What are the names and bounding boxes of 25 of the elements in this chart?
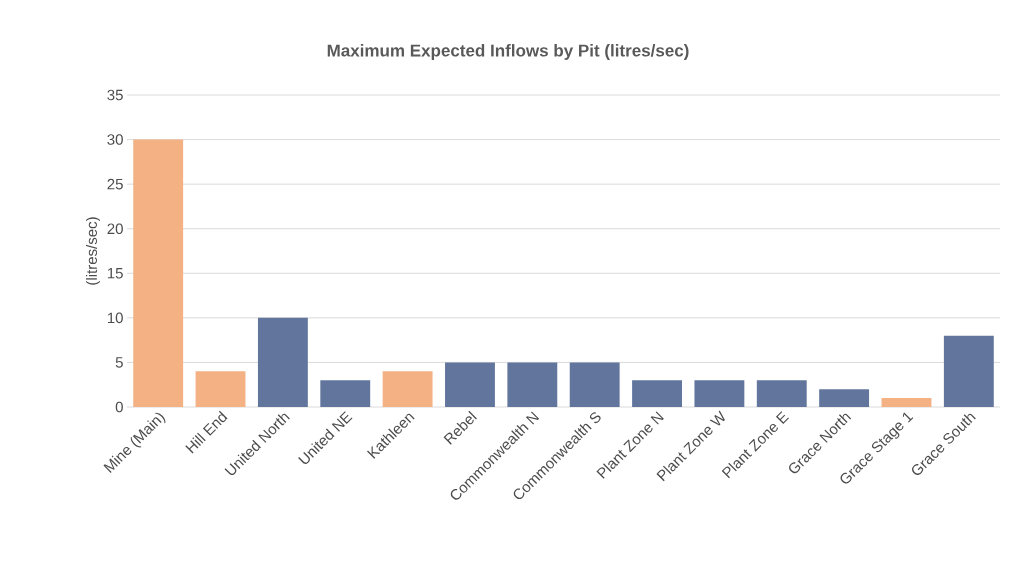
- bar: [257, 317, 308, 407]
- y-axis-title: (litres/sec): [85, 217, 100, 285]
- y-tick-label: 30: [107, 134, 123, 145]
- bar: [943, 335, 994, 407]
- bar: [632, 380, 682, 407]
- y-tick-label: 35: [107, 89, 123, 101]
- y-tick-label: 15: [107, 268, 123, 279]
- bar: [694, 380, 745, 407]
- bar: [445, 362, 495, 407]
- bar: [133, 139, 184, 407]
- chart-title: Maximum Expected Inflows by Pit (litres/sec): [327, 44, 689, 60]
- bar: [320, 380, 371, 407]
- y-tick-label: 0: [115, 401, 123, 413]
- bar: [756, 380, 807, 407]
- bar: [195, 371, 246, 407]
- y-tick-label: 20: [107, 223, 123, 235]
- bar: [569, 362, 620, 407]
- y-tick-label: 10: [107, 312, 123, 324]
- bar: [881, 398, 932, 407]
- bar: [819, 389, 870, 407]
- x-tick-label: Hill End: [185, 410, 228, 454]
- bar: [382, 371, 433, 407]
- y-tick-label: 25: [107, 178, 123, 190]
- y-tick-label: 5: [115, 357, 123, 368]
- bar: [507, 362, 558, 407]
